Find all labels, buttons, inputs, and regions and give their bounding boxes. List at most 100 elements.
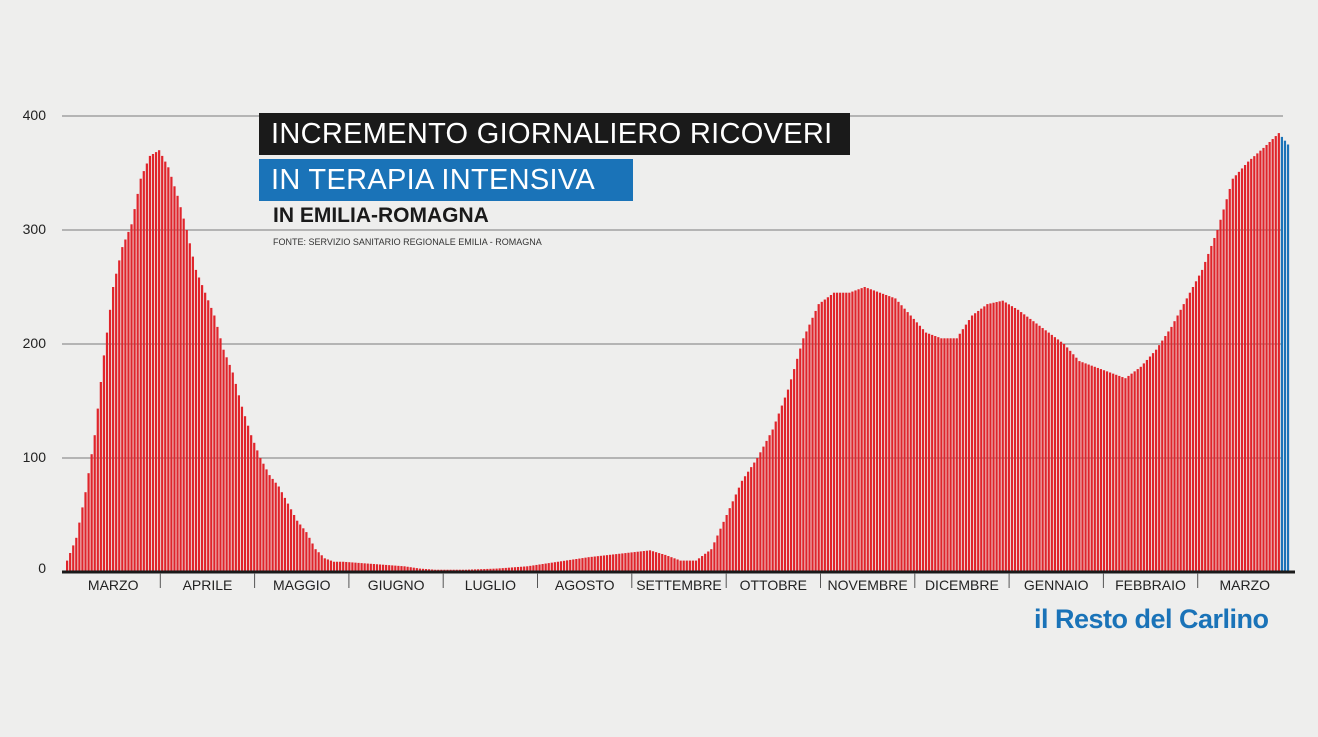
bar bbox=[1179, 309, 1182, 572]
bar bbox=[743, 476, 747, 572]
bar bbox=[992, 302, 995, 572]
bar bbox=[1035, 323, 1038, 572]
bar bbox=[415, 568, 418, 572]
bar bbox=[369, 563, 372, 572]
bar bbox=[403, 566, 406, 572]
bar bbox=[314, 549, 317, 572]
bar bbox=[1145, 359, 1149, 572]
bar bbox=[578, 558, 581, 572]
bar bbox=[66, 560, 69, 572]
bar bbox=[771, 429, 774, 572]
bar bbox=[921, 329, 925, 572]
bar bbox=[587, 557, 590, 572]
bar bbox=[1102, 370, 1106, 572]
bar bbox=[320, 555, 323, 572]
bar bbox=[265, 469, 268, 572]
bar bbox=[237, 395, 240, 572]
bar bbox=[679, 560, 682, 572]
y-tick-label: 100 bbox=[23, 449, 47, 465]
bar bbox=[967, 320, 971, 572]
bar bbox=[93, 435, 96, 572]
bar bbox=[1007, 304, 1010, 572]
bar bbox=[412, 567, 415, 572]
bar bbox=[1210, 245, 1213, 572]
bar bbox=[271, 478, 274, 572]
bar bbox=[845, 292, 848, 572]
bar bbox=[1277, 133, 1280, 572]
bar bbox=[983, 306, 986, 572]
y-tick-label: 400 bbox=[23, 107, 47, 123]
bar bbox=[630, 552, 633, 572]
bar bbox=[280, 492, 283, 572]
bar bbox=[915, 322, 918, 572]
bar bbox=[903, 308, 906, 572]
bar bbox=[182, 218, 185, 572]
bar bbox=[311, 543, 314, 572]
bar bbox=[498, 568, 501, 572]
bar bbox=[170, 176, 173, 573]
bar bbox=[516, 566, 520, 572]
bar bbox=[1265, 144, 1268, 572]
y-tick-labels: 0 100 200 300 400 bbox=[23, 107, 47, 576]
bar bbox=[1059, 341, 1063, 572]
bar bbox=[544, 563, 547, 572]
bar bbox=[400, 566, 403, 572]
bar bbox=[1130, 373, 1133, 572]
bar bbox=[673, 558, 676, 572]
bars bbox=[66, 133, 1290, 573]
bar bbox=[262, 463, 265, 572]
bar bbox=[523, 566, 526, 572]
bar bbox=[112, 287, 115, 572]
bar bbox=[648, 550, 652, 572]
bar bbox=[421, 568, 425, 572]
bar bbox=[596, 556, 599, 572]
bar bbox=[734, 494, 737, 572]
bar bbox=[1204, 261, 1207, 572]
bar bbox=[538, 564, 541, 572]
bar bbox=[1044, 330, 1047, 572]
bar bbox=[826, 297, 829, 572]
bar bbox=[69, 553, 72, 572]
bar bbox=[354, 562, 357, 572]
bar bbox=[1161, 340, 1164, 572]
bar bbox=[553, 562, 556, 572]
bar bbox=[253, 442, 256, 572]
bar bbox=[286, 503, 290, 572]
bar bbox=[219, 338, 222, 572]
bar bbox=[256, 450, 259, 572]
bar bbox=[627, 552, 630, 572]
bar bbox=[661, 553, 664, 572]
bar bbox=[342, 561, 345, 572]
bar bbox=[348, 562, 351, 572]
bar bbox=[1243, 165, 1247, 572]
bar bbox=[1176, 315, 1179, 572]
bar bbox=[108, 309, 112, 572]
bar bbox=[1256, 153, 1259, 572]
month-label: AGOSTO bbox=[555, 577, 615, 593]
bar-highlight bbox=[1283, 140, 1287, 572]
bar bbox=[1247, 161, 1250, 572]
bar bbox=[1029, 318, 1032, 572]
title-line-1: INCREMENTO GIORNALIERO RICOVERI bbox=[259, 113, 851, 155]
bar bbox=[725, 515, 728, 572]
bar bbox=[900, 305, 903, 572]
bar bbox=[1194, 281, 1198, 572]
bar bbox=[225, 357, 228, 572]
bar bbox=[139, 178, 142, 572]
bar bbox=[357, 562, 360, 572]
bar bbox=[1032, 321, 1035, 572]
bar bbox=[259, 458, 262, 572]
bar bbox=[952, 338, 955, 572]
bar bbox=[339, 561, 342, 572]
bar bbox=[1096, 367, 1099, 572]
bar bbox=[332, 561, 336, 572]
bar bbox=[329, 560, 333, 572]
bar bbox=[507, 567, 510, 572]
bar bbox=[173, 186, 176, 573]
bar bbox=[694, 560, 698, 572]
bar bbox=[937, 337, 940, 572]
bar bbox=[1121, 377, 1124, 572]
bar bbox=[283, 497, 287, 572]
bar bbox=[839, 292, 842, 572]
bar bbox=[946, 338, 949, 572]
